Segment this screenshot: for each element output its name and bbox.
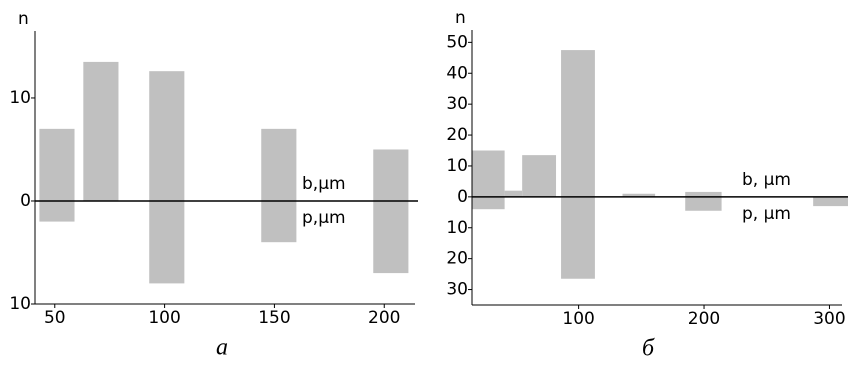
x-tick-label: 100 bbox=[148, 308, 180, 328]
y-tick-label: 10 bbox=[446, 156, 468, 176]
series-label: p, µm bbox=[742, 204, 791, 224]
bar bbox=[83, 61, 119, 201]
bar bbox=[149, 200, 185, 284]
bar bbox=[622, 193, 656, 197]
caption: a bbox=[216, 335, 228, 361]
bar bbox=[813, 196, 848, 207]
y-tick-label: 50 bbox=[446, 32, 468, 52]
y-tick-label: 10 bbox=[9, 294, 31, 314]
x-tick-label: 50 bbox=[44, 308, 66, 328]
bar bbox=[39, 128, 75, 201]
bar bbox=[373, 200, 409, 274]
y-axis-label: n bbox=[18, 9, 29, 29]
y-tick-label: 0 bbox=[457, 187, 468, 207]
y-tick-label: 30 bbox=[446, 94, 468, 114]
x-tick-label: 150 bbox=[258, 308, 290, 328]
bar bbox=[685, 196, 722, 211]
y-tick-label: 0 bbox=[20, 191, 31, 211]
x-tick-label: 300 bbox=[813, 309, 845, 329]
y-tick-label: 10 bbox=[446, 218, 468, 238]
y-tick-label: 40 bbox=[446, 63, 468, 83]
series-label: p,µm bbox=[302, 208, 346, 228]
bar bbox=[39, 200, 75, 222]
series-label: b,µm bbox=[302, 174, 346, 194]
y-tick-label: 20 bbox=[446, 125, 468, 145]
y-tick-label: 20 bbox=[446, 249, 468, 269]
bar bbox=[472, 150, 505, 197]
bar bbox=[685, 191, 722, 197]
bar bbox=[261, 128, 297, 201]
x-tick-label: 200 bbox=[688, 309, 720, 329]
bar bbox=[373, 149, 409, 201]
bar bbox=[472, 196, 505, 210]
bar bbox=[561, 50, 595, 197]
series-label: b, µm bbox=[742, 170, 791, 190]
bar bbox=[504, 190, 523, 197]
y-tick-label: 30 bbox=[446, 280, 468, 300]
x-tick-label: 200 bbox=[368, 308, 400, 328]
y-axis-label: n bbox=[455, 8, 466, 28]
x-tick-label: 100 bbox=[562, 309, 594, 329]
bar bbox=[561, 196, 595, 279]
caption: б bbox=[642, 336, 655, 362]
bar bbox=[522, 155, 557, 197]
y-tick-label: 10 bbox=[9, 88, 31, 108]
bar bbox=[261, 200, 297, 243]
bar bbox=[149, 71, 185, 201]
